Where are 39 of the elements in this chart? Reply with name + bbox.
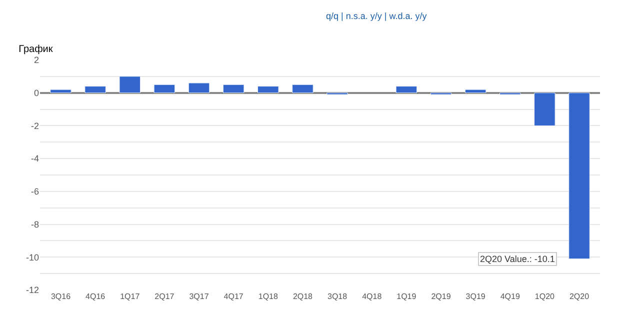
x-tick-label: 3Q16 [50, 292, 72, 301]
x-tick-label: 1Q18 [258, 292, 278, 301]
x-tick-label: 4Q17 [224, 292, 244, 301]
x-tick-label: 1Q17 [120, 292, 140, 301]
y-tick-label: -4 [30, 154, 39, 164]
x-tick-label: 2Q19 [431, 292, 452, 301]
x-tick-label: 2Q17 [154, 292, 175, 301]
x-tick-label: 1Q20 [534, 292, 556, 301]
x-tick-label: 4Q18 [362, 292, 382, 301]
y-tick-label: -12 [26, 285, 39, 296]
text: q/q | n.s.a. y/y | w.d.a. y/y [326, 11, 428, 21]
x-tick-label: 2Q18 [292, 292, 314, 301]
bar [222, 84, 244, 94]
y-tick-label: -2 [30, 120, 39, 131]
bar [258, 86, 279, 94]
bar [50, 89, 72, 94]
bar [534, 92, 556, 126]
x-tick-label: 3Q19 [466, 292, 486, 301]
x-tick-label: 3Q17 [189, 292, 210, 301]
bar [292, 84, 314, 94]
y-tick-label: 2 [34, 55, 39, 66]
y-tick-label: -6 [30, 186, 39, 197]
bar [119, 76, 140, 94]
x-tick-label: 3Q18 [327, 292, 348, 301]
y-tick-label: -8 [30, 219, 39, 230]
bar [84, 86, 106, 94]
bar [568, 92, 590, 260]
y-tick-label: -10 [26, 252, 39, 262]
bar [188, 82, 210, 94]
x-tick-label: 4Q16 [86, 292, 106, 301]
x-tick-label: 4Q19 [500, 292, 520, 301]
x-tick-label: 1Q19 [396, 292, 417, 301]
annotation: 2Q20 Value.: -10.1 [480, 254, 555, 264]
bar [154, 84, 176, 94]
x-tick-label: 2Q20 [569, 292, 590, 301]
bar [464, 89, 486, 94]
bar [396, 86, 418, 94]
chart-title: График [18, 44, 54, 55]
y-tick-label: 0 [34, 88, 39, 98]
